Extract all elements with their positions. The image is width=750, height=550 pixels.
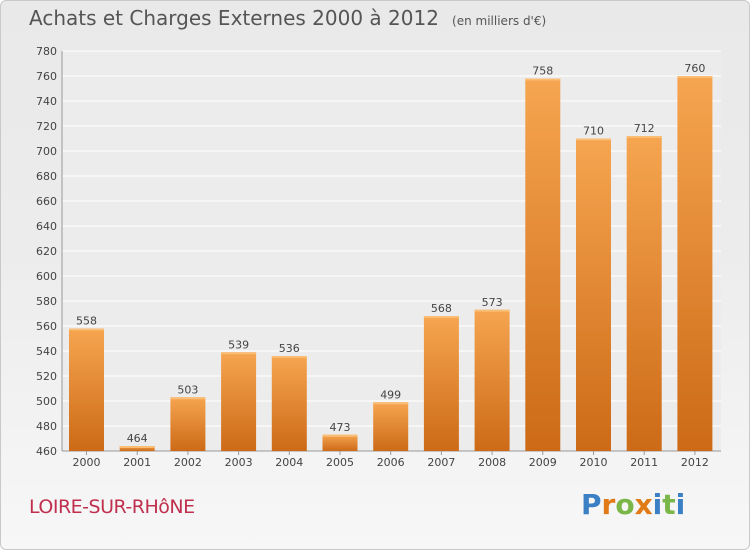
data-label: 568 <box>431 302 452 315</box>
x-tick-label: 2004 <box>275 456 303 469</box>
bar-2011 <box>626 136 662 451</box>
y-tick-label: 700 <box>36 145 57 158</box>
x-tick-label: 2003 <box>225 456 253 469</box>
y-tick-label: 480 <box>36 420 57 433</box>
data-label: 712 <box>634 122 655 135</box>
bar-2001 <box>119 446 155 451</box>
data-label: 539 <box>228 338 249 351</box>
bar-2012 <box>677 76 713 451</box>
y-tick-label: 620 <box>36 245 57 258</box>
bar-2010 <box>576 138 611 451</box>
data-label: 558 <box>76 315 97 328</box>
bar-2009 <box>525 78 561 451</box>
y-tick-label: 520 <box>36 370 57 383</box>
bar-2002 <box>170 397 206 451</box>
brand-letter: x <box>634 488 653 521</box>
y-tick-label: 640 <box>36 220 57 233</box>
bar-highlight <box>423 316 459 318</box>
data-label: 499 <box>380 388 401 401</box>
x-tick-label: 2012 <box>681 456 709 469</box>
x-tick-label: 2011 <box>630 456 658 469</box>
bar-highlight <box>474 309 510 312</box>
bar-highlight <box>69 328 104 331</box>
y-tick-label: 760 <box>36 70 57 83</box>
y-axis: 460 480 500 520 540 560 580 600 620 640 660 680 700 7… <box>36 45 721 458</box>
y-tick-label: 780 <box>36 45 57 58</box>
bar-2003 <box>221 352 257 451</box>
y-tick-label: 500 <box>36 395 57 408</box>
title-row: Achats et Charges Externes 2000 à 2012 (… <box>29 6 546 30</box>
brand-logo: Proxiti <box>581 488 685 521</box>
bar-highlight <box>271 356 307 358</box>
data-label: 536 <box>279 342 300 355</box>
bar-2005 <box>322 434 358 451</box>
x-tick-label: 2001 <box>123 456 151 469</box>
x-tick-label: 2009 <box>529 456 557 469</box>
bar-highlight <box>373 402 409 405</box>
bar-highlight <box>221 352 257 355</box>
bar-highlight <box>677 76 713 78</box>
y-tick-label: 660 <box>36 195 57 208</box>
bar-2004 <box>271 356 307 451</box>
bar-highlight <box>119 446 155 448</box>
bars: 558 464 503 539 536 473 499 568 573 758 710 712 760 <box>69 62 713 451</box>
x-tick-label: 2007 <box>427 456 455 469</box>
data-label: 710 <box>583 125 604 138</box>
brand-letter: i <box>675 488 686 521</box>
y-tick-label: 580 <box>36 295 57 308</box>
y-tick-label: 540 <box>36 345 57 358</box>
brand-letter: P <box>581 488 602 521</box>
bar-2000 <box>69 328 104 451</box>
y-tick-label: 720 <box>36 120 57 133</box>
data-label: 760 <box>684 62 705 75</box>
x-tick-label: 2005 <box>326 456 354 469</box>
data-label: 758 <box>532 65 553 78</box>
bar-highlight <box>170 397 206 400</box>
x-tick-label: 2006 <box>377 456 405 469</box>
x-tick-label: 2008 <box>478 456 506 469</box>
brand-letter: t <box>662 488 676 521</box>
y-tick-label: 460 <box>36 445 57 458</box>
x-tick-label: 2010 <box>580 456 608 469</box>
brand-letter: r <box>601 488 616 521</box>
x-tick-label: 2000 <box>73 456 101 469</box>
brand-letter: i <box>652 488 663 521</box>
chart-subtitle: (en milliers d'€) <box>452 14 547 28</box>
y-tick-label: 740 <box>36 95 57 108</box>
chart-title: Achats et Charges Externes 2000 à 2012 <box>29 6 439 30</box>
data-label: 503 <box>177 383 198 396</box>
brand-letter: o <box>615 488 635 521</box>
y-tick-label: 560 <box>36 320 57 333</box>
data-label: 573 <box>482 296 503 309</box>
bar-highlight <box>322 434 358 437</box>
y-tick-label: 600 <box>36 270 57 283</box>
place-name: LOIRE-SUR-RHôNE <box>29 496 195 518</box>
x-tick-label: 2002 <box>174 456 202 469</box>
bar-2007 <box>423 316 459 451</box>
bar-2006 <box>373 402 409 451</box>
data-label: 473 <box>330 421 351 434</box>
bar-highlight <box>525 78 561 81</box>
x-axis: 2000 2001 2002 2003 2004 2005 2006 2007 2008 2009… <box>73 451 709 469</box>
y-tick-label: 680 <box>36 170 57 183</box>
data-label: 464 <box>127 432 148 445</box>
bar-2008 <box>474 309 510 451</box>
gridlines <box>62 50 721 452</box>
bar-highlight <box>576 138 611 141</box>
bar-highlight <box>626 136 662 138</box>
